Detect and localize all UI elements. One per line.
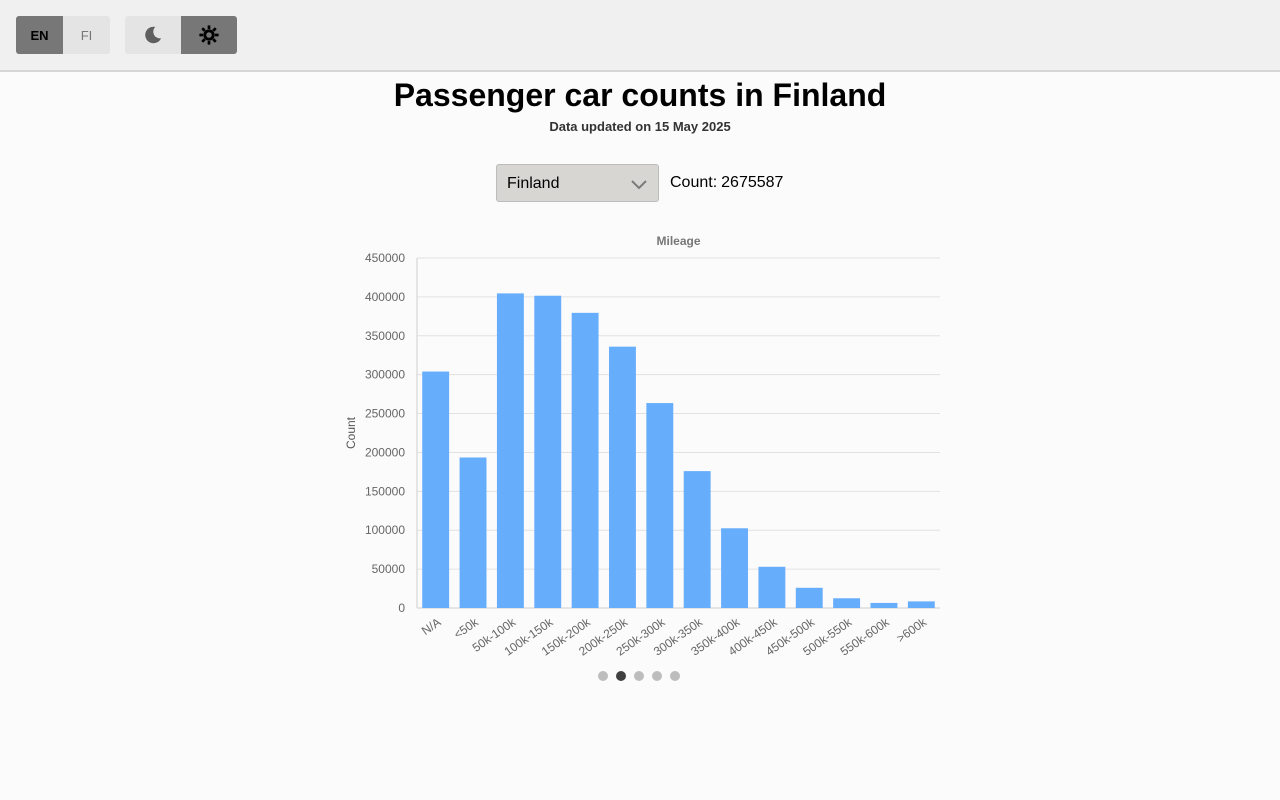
bar <box>534 295 562 608</box>
bar <box>721 528 748 608</box>
bar <box>758 566 786 608</box>
y-tick-label: 150000 <box>365 484 405 498</box>
pager-dot[interactable] <box>670 671 680 681</box>
region-select[interactable]: Finland <box>496 164 659 202</box>
chevron-down-icon <box>631 180 647 190</box>
chart-pager <box>598 671 680 681</box>
y-tick-label: 0 <box>398 601 405 615</box>
region-select-value: Finland <box>507 175 560 192</box>
dark-theme-button[interactable] <box>125 16 181 54</box>
gear-sun-icon <box>199 25 219 45</box>
count-value: 2675587 <box>721 174 784 191</box>
bar <box>795 587 823 608</box>
y-tick-label: 100000 <box>365 523 405 537</box>
data-updated-text: Data updated on 15 May 2025 <box>549 119 731 134</box>
bar <box>683 471 711 608</box>
bar <box>571 312 599 608</box>
y-tick-label: 300000 <box>365 368 405 382</box>
count-label: Count: <box>670 174 718 191</box>
bar <box>459 457 487 608</box>
bar <box>646 403 674 608</box>
bar <box>907 601 935 608</box>
x-tick-label: N/A <box>419 615 443 638</box>
pager-dot[interactable] <box>652 671 662 681</box>
pager-dot[interactable] <box>598 671 608 681</box>
page-title: Passenger car counts in Finland <box>393 77 887 113</box>
y-tick-label: 50000 <box>372 562 406 576</box>
x-tick-label: >600k <box>894 614 930 645</box>
pager-dot[interactable] <box>634 671 644 681</box>
bar <box>870 602 898 608</box>
mileage-bar-chart: Mileage Count 0 50000 100000 150000 200000 2500… <box>344 234 940 659</box>
bar <box>833 598 861 608</box>
language-en-button[interactable]: EN <box>16 16 63 54</box>
count-display: Count: 2675587 <box>670 174 783 192</box>
y-tick-label: 250000 <box>365 407 405 421</box>
top-bar: EN FI <box>0 0 1280 72</box>
y-tick-label: 350000 <box>365 329 405 343</box>
moon-icon <box>145 26 162 44</box>
light-theme-button[interactable] <box>181 16 237 54</box>
y-tick-label: 400000 <box>365 290 405 304</box>
y-tick-label: 200000 <box>365 445 405 459</box>
language-toggle: EN FI <box>16 16 110 54</box>
theme-toggle <box>125 16 237 54</box>
y-tick-label: 450000 <box>365 251 405 265</box>
y-axis-label: Count <box>344 416 358 449</box>
language-fi-button[interactable]: FI <box>63 16 110 54</box>
bar <box>496 293 524 608</box>
chart-title: Mileage <box>656 234 700 248</box>
pager-dot[interactable] <box>616 671 626 681</box>
bar <box>609 346 636 608</box>
bar <box>422 371 450 608</box>
